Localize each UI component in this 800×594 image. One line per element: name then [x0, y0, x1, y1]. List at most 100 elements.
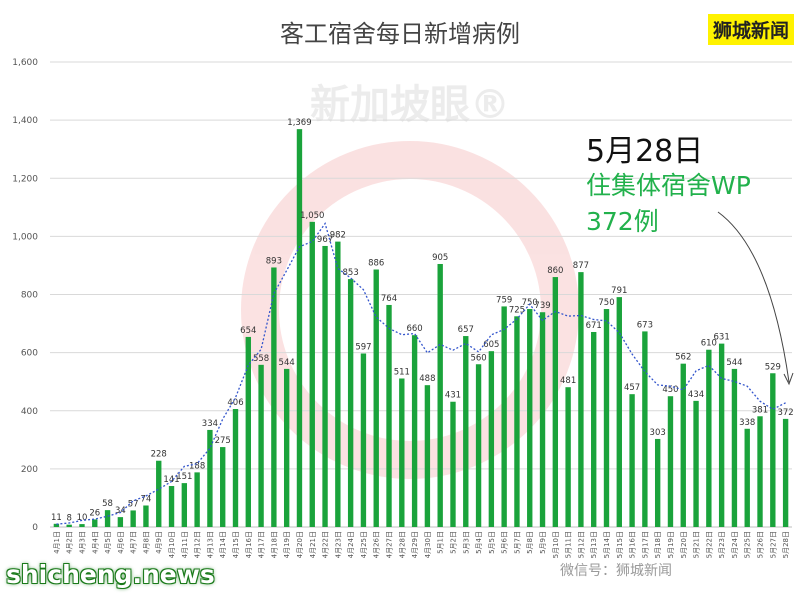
x-tick-label: 4月17日 — [258, 531, 266, 558]
x-tick-label: 4月6日 — [117, 531, 125, 554]
x-tick-label: 4月3日 — [78, 531, 86, 554]
annotation-arrowhead — [783, 372, 794, 386]
y-tick-label: 1,200 — [12, 174, 38, 184]
x-tick-label: 5月22日 — [705, 531, 713, 558]
data-label: 631 — [714, 333, 730, 343]
x-tick-label: 4月27日 — [386, 531, 394, 558]
data-label: 529 — [765, 362, 781, 372]
data-label: 57 — [128, 499, 139, 509]
data-label: 764 — [381, 294, 397, 304]
data-label: 739 — [534, 301, 550, 311]
bar — [245, 336, 251, 527]
data-label: 853 — [343, 268, 359, 278]
x-tick-label: 5月27日 — [769, 531, 777, 558]
x-tick-label: 4月11日 — [181, 531, 189, 558]
bar — [130, 510, 136, 527]
x-tick-label: 4月28日 — [398, 531, 406, 558]
x-tick-label: 4月19日 — [283, 531, 291, 558]
x-tick-label: 4月2日 — [66, 531, 74, 554]
x-tick-label: 4月30日 — [424, 531, 432, 558]
x-tick-label: 4月12日 — [194, 531, 202, 558]
data-label: 26 — [89, 508, 100, 518]
x-tick-label: 5月12日 — [577, 531, 585, 558]
data-label: 750 — [522, 298, 538, 308]
bar — [463, 336, 469, 527]
x-tick-label: 5月9日 — [539, 531, 547, 554]
x-tick-label: 4月1日 — [53, 531, 61, 554]
bar — [411, 335, 418, 527]
y-tick-label: 1,400 — [12, 116, 38, 126]
bar — [693, 400, 699, 527]
bar — [450, 401, 456, 527]
bar — [258, 364, 264, 527]
chart-title: 客工宿舍每日新增病例 — [280, 20, 520, 48]
bar — [92, 519, 98, 527]
x-tick-label: 4月24日 — [347, 531, 355, 558]
x-tick-label: 5月18日 — [654, 531, 662, 558]
data-label: 791 — [611, 286, 627, 296]
data-label: 58 — [102, 499, 113, 509]
bar — [731, 368, 738, 527]
x-tick-label: 4月15日 — [232, 531, 240, 558]
data-label: 74 — [141, 494, 152, 504]
x-tick-label: 5月1日 — [437, 531, 445, 554]
y-tick-label: 400 — [21, 407, 38, 417]
bar — [386, 304, 392, 527]
data-label: 8 — [66, 514, 71, 524]
x-tick-label: 4月20日 — [296, 531, 304, 558]
annotation-date: 5月28日 — [586, 134, 704, 169]
data-label: 1,369 — [287, 118, 311, 128]
data-label: 228 — [151, 450, 167, 460]
bar — [782, 418, 789, 527]
data-label: 511 — [394, 367, 410, 377]
bar — [527, 309, 533, 527]
x-tick-label: 5月15日 — [616, 531, 624, 558]
data-label: 1,050 — [300, 211, 324, 221]
data-label: 275 — [215, 436, 231, 446]
x-tick-label: 5月10日 — [552, 531, 560, 558]
x-tick-label: 4月18日 — [270, 531, 278, 558]
bar — [66, 524, 72, 527]
data-label: 434 — [688, 390, 704, 400]
data-label: 660 — [406, 324, 422, 334]
bar — [424, 385, 431, 527]
x-tick-label: 5月13日 — [590, 531, 598, 558]
x-tick-label: 4月25日 — [360, 531, 368, 558]
x-tick-label: 5月3日 — [462, 531, 470, 554]
wechat-watermark: 微信号：狮城新闻 — [560, 563, 672, 579]
bar — [322, 245, 328, 527]
data-label: 334 — [202, 419, 218, 429]
data-label: 34 — [115, 506, 126, 516]
bar — [603, 309, 610, 527]
data-label: 558 — [253, 354, 269, 364]
bar — [335, 241, 341, 527]
x-tick-label: 5月14日 — [603, 531, 611, 558]
x-tick-label: 4月7日 — [130, 531, 138, 554]
data-label: 886 — [368, 259, 384, 269]
data-label: 657 — [458, 325, 474, 335]
annotation-count: 372例 — [586, 207, 659, 236]
bar — [220, 447, 226, 527]
bar — [143, 505, 149, 527]
bar — [168, 486, 175, 527]
bar — [770, 373, 776, 527]
annotation-category: 住集体宿舍WP — [586, 171, 751, 200]
x-tick-label: 4月10日 — [168, 531, 176, 558]
bar — [475, 364, 482, 527]
bar — [667, 396, 674, 527]
x-tick-label: 4月9日 — [155, 531, 163, 554]
data-label: 893 — [266, 256, 282, 266]
x-tick-label: 4月4日 — [91, 531, 99, 554]
bar — [283, 368, 290, 527]
data-label: 450 — [662, 385, 678, 395]
data-label: 759 — [496, 295, 512, 305]
x-tick-label: 5月24日 — [731, 531, 739, 558]
data-label: 750 — [598, 298, 614, 308]
y-tick-label: 800 — [21, 291, 38, 301]
data-label: 406 — [227, 398, 243, 408]
bar — [232, 409, 239, 527]
bar — [501, 306, 507, 527]
x-tick-label: 5月4日 — [475, 531, 483, 554]
data-label: 544 — [279, 358, 295, 368]
